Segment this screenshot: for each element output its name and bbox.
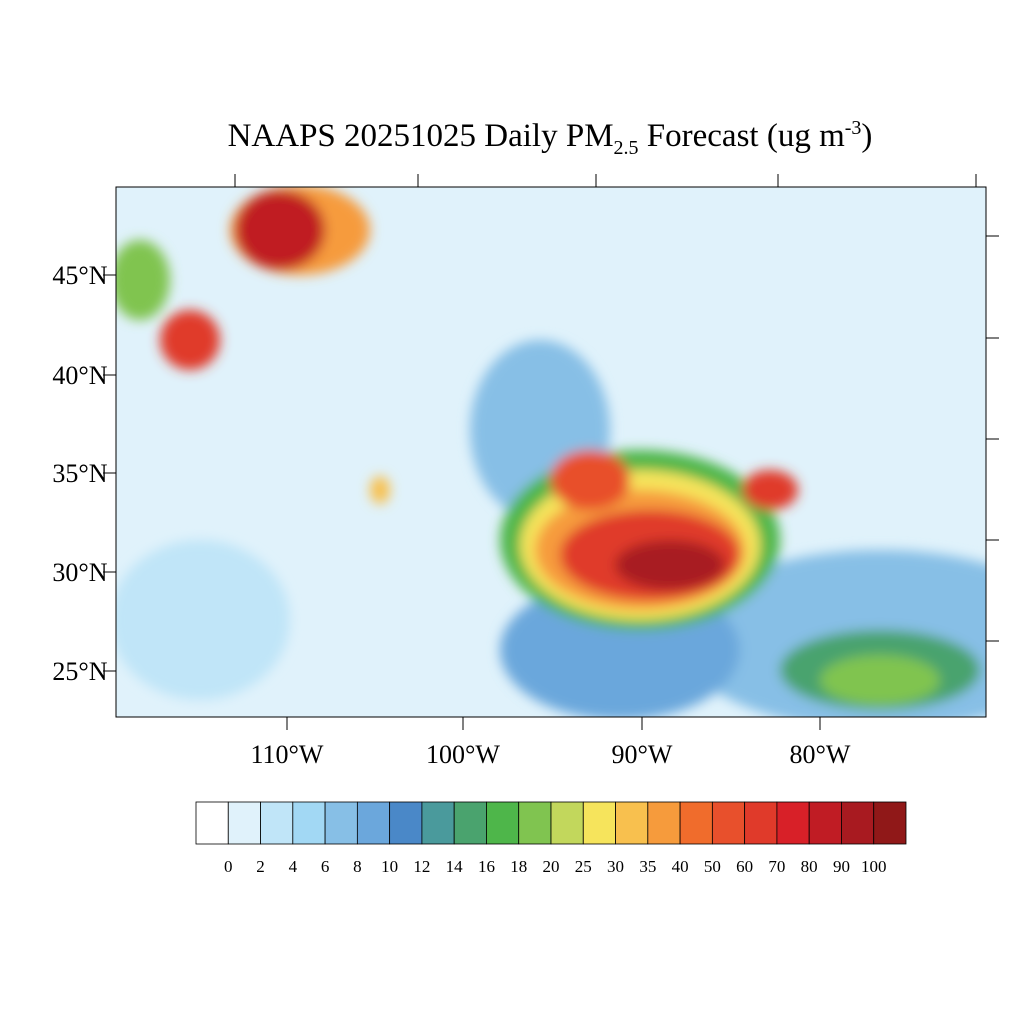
- colorbar-box: [711, 801, 746, 845]
- colorbar-box: [776, 801, 810, 845]
- colorbar-box: [260, 801, 294, 845]
- colorbar-box: [292, 801, 326, 845]
- colorbar-label: 10: [381, 857, 398, 876]
- colorbar-box: [518, 801, 552, 845]
- lat-label: 35°N: [52, 459, 107, 488]
- title-text: NAAPS 20251025 Daily PM: [228, 118, 614, 154]
- title-text: Forecast (ug m: [639, 118, 846, 154]
- colorbar-box: [389, 801, 423, 845]
- colorbar-box: [615, 801, 649, 845]
- colorbar-box: [486, 801, 520, 845]
- colorbar-box: [195, 801, 229, 845]
- colorbar-label: 12: [413, 857, 430, 876]
- colorbar-label: 18: [510, 857, 527, 876]
- colorbar-label: 25: [575, 857, 592, 876]
- colorbar-label: 6: [321, 857, 330, 876]
- colorbar-box: [453, 801, 487, 845]
- colorbar-label: 20: [543, 857, 560, 876]
- colorbar-label: 2: [256, 857, 265, 876]
- colorbar-box: [356, 801, 391, 845]
- lon-label: 80°W: [790, 740, 851, 769]
- field-blobs: [116, 187, 986, 717]
- colorbar-label: 30: [607, 857, 624, 876]
- colorbar-label: 14: [446, 857, 464, 876]
- colorbar-label: 0: [224, 857, 233, 876]
- lat-label: 45°N: [52, 261, 107, 290]
- colorbar-label: 60: [736, 857, 753, 876]
- colorbar-box: [227, 801, 261, 845]
- colorbar-label: 40: [672, 857, 689, 876]
- colorbar-box: [647, 801, 681, 845]
- colorbar-label: 100: [861, 857, 887, 876]
- title-superscript: -3: [845, 117, 862, 139]
- colorbar-box: [873, 801, 907, 845]
- map-frame: [115, 186, 987, 718]
- lat-label: 30°N: [52, 558, 107, 587]
- colorbar-label: 50: [704, 857, 721, 876]
- colorbar-box: [421, 801, 455, 845]
- colorbar-label: 80: [801, 857, 818, 876]
- colorbar-label: 70: [768, 857, 785, 876]
- title-subscript: 2.5: [614, 137, 639, 159]
- axis-labels: 45°N 40°N 35°N 30°N 25°N 110°W 100°W 90°W 80°W: [52, 261, 851, 769]
- title-text: ): [861, 118, 872, 154]
- colorbar-box: [679, 801, 713, 845]
- map-field: [116, 187, 986, 717]
- lon-label: 90°W: [612, 740, 673, 769]
- colorbar-label: 16: [478, 857, 495, 876]
- colorbar-box: [324, 801, 358, 845]
- map-ticks: [103, 174, 999, 730]
- lon-label: 110°W: [251, 740, 324, 769]
- lat-label: 40°N: [52, 361, 107, 390]
- title: NAAPS 20251025 Daily PM2.5 Forecast (ug …: [228, 117, 873, 159]
- colorbar-box: [841, 801, 875, 845]
- lat-label: 25°N: [52, 657, 107, 686]
- colorbar-label: 90: [833, 857, 850, 876]
- colorbar-box: [744, 801, 778, 845]
- colorbar-label: 35: [639, 857, 656, 876]
- colorbar-label: 4: [289, 857, 298, 876]
- colorbar-box: [808, 801, 842, 845]
- colorbar-label: 8: [353, 857, 362, 876]
- colorbar-box: [550, 801, 584, 845]
- colorbar: 0 2 4 6 8 10 12 14 16 18 20 25 30 35 40 50 60 70 80 90 100: [195, 801, 907, 876]
- colorbar-box: [582, 801, 616, 845]
- lon-label: 100°W: [426, 740, 500, 769]
